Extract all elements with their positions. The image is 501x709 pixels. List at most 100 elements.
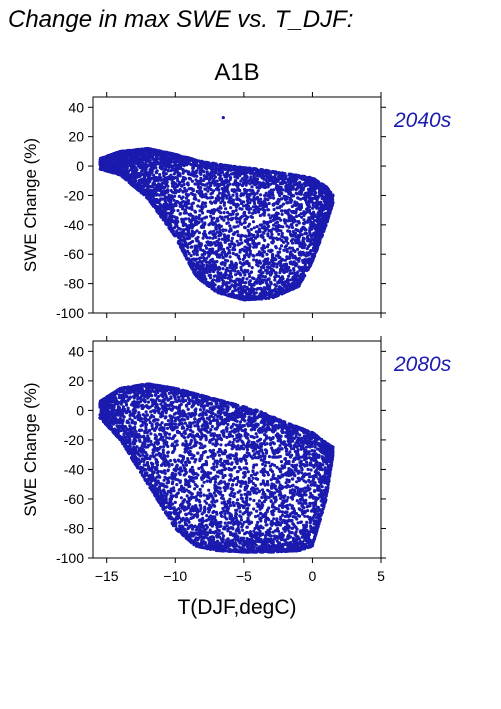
data-point [287, 216, 291, 220]
data-point [226, 190, 230, 194]
data-point [275, 206, 279, 210]
data-point [229, 262, 233, 266]
data-point [231, 251, 235, 256]
data-point [257, 170, 261, 175]
data-point [219, 201, 223, 205]
data-point [173, 194, 177, 198]
data-point [265, 257, 269, 261]
data-point [172, 180, 176, 184]
data-point [235, 239, 239, 243]
data-point [222, 233, 226, 237]
data-point [296, 234, 300, 238]
data-point [257, 227, 262, 231]
data-point [299, 228, 303, 233]
data-point [203, 229, 207, 234]
data-point [181, 206, 185, 211]
data-point [153, 176, 158, 180]
data-point [229, 176, 233, 180]
data-point [267, 190, 271, 194]
data-point [237, 279, 241, 284]
data-point [140, 164, 144, 168]
data-point [280, 177, 284, 181]
data-point [295, 223, 299, 227]
data-point [250, 185, 254, 189]
data-point [312, 237, 316, 241]
data-point [226, 183, 230, 187]
data-point [248, 249, 252, 253]
data-point [269, 220, 273, 224]
data-point [207, 284, 211, 288]
data-point [180, 200, 184, 204]
data-point [282, 270, 286, 275]
data-point [176, 209, 180, 213]
data-point [271, 288, 275, 293]
data-point [185, 232, 189, 236]
data-point [245, 204, 250, 208]
data-point [285, 201, 289, 205]
data-point [210, 195, 214, 200]
data-point [197, 179, 201, 183]
data-point [278, 247, 282, 251]
data-point [281, 235, 285, 239]
data-point [180, 219, 184, 223]
scenario-label: A1B [214, 59, 259, 86]
data-point [161, 157, 165, 161]
data-point [148, 159, 152, 163]
data-point [320, 182, 324, 186]
data-point [257, 241, 261, 245]
data-point [252, 287, 256, 291]
data-point [255, 281, 259, 285]
data-point [255, 191, 259, 195]
data-point [255, 260, 259, 264]
data-point [186, 157, 190, 161]
data-point [161, 186, 165, 190]
data-point [292, 267, 296, 271]
data-point [276, 197, 281, 202]
data-point [165, 179, 169, 183]
data-point [303, 211, 307, 216]
data-point [221, 281, 225, 285]
data-point [222, 211, 226, 215]
data-point [209, 259, 213, 263]
data-point [223, 175, 227, 179]
data-point [200, 207, 204, 211]
data-point [211, 250, 215, 254]
data-point [298, 180, 302, 184]
data-point [215, 217, 219, 221]
data-point [234, 174, 238, 178]
data-point [302, 222, 306, 226]
data-point [154, 160, 158, 164]
data-point [243, 281, 247, 285]
data-point [252, 199, 256, 203]
data-point [231, 182, 236, 186]
data-point [205, 270, 209, 275]
data-point [261, 278, 265, 282]
data-point [279, 244, 284, 248]
data-point [170, 230, 174, 234]
data-point [261, 292, 265, 296]
data-point [250, 283, 254, 287]
data-point [229, 172, 234, 176]
data-point [168, 161, 172, 165]
data-point [197, 199, 201, 203]
data-point [257, 185, 261, 190]
data-point [283, 195, 288, 199]
data-point [244, 217, 249, 221]
data-point [205, 166, 209, 170]
data-point [255, 253, 259, 257]
data-point [233, 288, 237, 292]
data-point [191, 261, 195, 265]
data-point [182, 182, 186, 187]
data-point [300, 233, 304, 237]
data-point [210, 247, 214, 251]
data-point [225, 196, 229, 200]
data-point [214, 162, 218, 166]
data-point [318, 207, 322, 211]
data-point [304, 254, 308, 258]
data-point [191, 250, 195, 254]
data-point [207, 281, 211, 285]
data-point [195, 229, 199, 233]
data-point [304, 260, 308, 264]
data-point [172, 172, 176, 176]
data-point [288, 269, 292, 273]
